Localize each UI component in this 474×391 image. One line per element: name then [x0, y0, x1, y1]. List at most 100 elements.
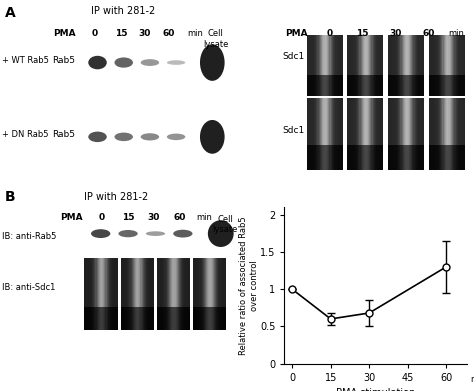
Bar — [330, 145, 332, 170]
Text: min: min — [187, 29, 203, 38]
Bar — [351, 98, 352, 170]
Bar — [347, 35, 349, 96]
Bar — [308, 75, 309, 96]
Bar — [216, 307, 217, 330]
Bar — [338, 75, 339, 96]
Bar — [422, 98, 423, 170]
Bar — [394, 145, 395, 170]
Bar — [311, 98, 312, 170]
Bar — [159, 258, 160, 330]
Bar — [397, 98, 398, 170]
Bar — [142, 307, 143, 330]
Bar — [365, 75, 366, 96]
Bar — [148, 307, 149, 330]
Bar — [392, 145, 393, 170]
Bar — [440, 145, 441, 170]
Ellipse shape — [141, 59, 159, 66]
Bar — [440, 35, 441, 96]
Bar — [321, 75, 322, 96]
Bar — [380, 75, 381, 96]
Bar — [99, 258, 100, 330]
Bar — [444, 98, 445, 170]
Bar — [209, 258, 210, 330]
Bar — [394, 35, 395, 96]
Bar — [354, 75, 355, 96]
Bar — [203, 307, 204, 330]
Bar — [210, 258, 212, 330]
Bar — [91, 307, 92, 330]
Bar — [399, 35, 401, 96]
Bar — [341, 75, 343, 96]
Bar — [124, 307, 125, 330]
Bar — [164, 307, 165, 330]
Bar — [354, 98, 355, 170]
Bar — [421, 35, 422, 96]
Bar — [390, 35, 391, 96]
Bar — [458, 35, 459, 96]
Bar — [111, 307, 112, 330]
Bar — [440, 98, 441, 170]
Text: Rab5: Rab5 — [53, 56, 75, 65]
Bar — [438, 75, 439, 96]
Bar — [144, 307, 145, 330]
Ellipse shape — [115, 57, 133, 68]
Bar — [214, 258, 215, 330]
Bar — [97, 258, 98, 330]
Bar — [456, 145, 457, 170]
Bar — [377, 98, 379, 170]
Bar — [158, 307, 159, 330]
Bar — [328, 35, 329, 96]
Bar — [357, 145, 358, 170]
Bar — [109, 307, 110, 330]
Bar — [362, 145, 363, 170]
Bar — [401, 145, 403, 170]
Bar — [335, 98, 337, 170]
Bar — [382, 35, 383, 96]
Bar — [391, 145, 392, 170]
Bar — [423, 98, 424, 170]
Bar — [334, 145, 335, 170]
Bar — [178, 307, 179, 330]
Bar — [399, 145, 401, 170]
Bar — [335, 75, 337, 96]
Bar — [188, 258, 189, 330]
Bar — [341, 35, 343, 96]
Bar — [354, 145, 355, 170]
Bar — [329, 145, 330, 170]
Bar — [415, 145, 416, 170]
Bar — [397, 35, 398, 96]
Bar — [422, 35, 423, 96]
Bar — [310, 145, 311, 170]
Bar — [206, 307, 207, 330]
Bar — [147, 258, 148, 330]
Bar — [393, 98, 394, 170]
Bar — [87, 258, 88, 330]
Bar — [459, 145, 460, 170]
Bar — [433, 35, 434, 96]
Bar — [128, 258, 129, 330]
Bar — [185, 307, 187, 330]
Bar — [311, 75, 312, 96]
Bar — [177, 258, 178, 330]
Bar — [403, 75, 404, 96]
Bar — [464, 75, 465, 96]
Bar — [398, 75, 399, 96]
Bar — [341, 98, 343, 170]
Bar — [209, 307, 210, 330]
Bar — [319, 75, 320, 96]
Bar — [356, 98, 357, 170]
Bar — [134, 307, 135, 330]
Text: 60: 60 — [162, 29, 174, 38]
Bar — [392, 98, 393, 170]
Bar — [370, 75, 372, 96]
Bar — [435, 145, 437, 170]
Bar — [430, 145, 432, 170]
Bar — [181, 307, 182, 330]
Bar — [372, 75, 373, 96]
Bar — [328, 75, 329, 96]
Bar — [172, 307, 173, 330]
Bar — [327, 145, 328, 170]
Bar — [453, 98, 455, 170]
Bar — [448, 35, 449, 96]
Ellipse shape — [88, 56, 107, 69]
